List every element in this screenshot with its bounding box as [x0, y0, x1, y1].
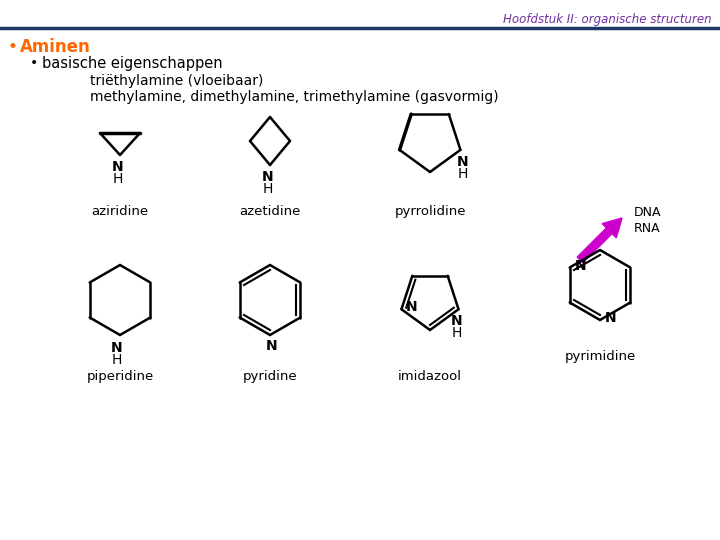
Text: methylamine, dimethylamine, trimethylamine (gasvormig): methylamine, dimethylamine, trimethylami…: [90, 90, 499, 104]
Text: pyridine: pyridine: [243, 370, 297, 383]
Text: Hoofdstuk II: organische structuren: Hoofdstuk II: organische structuren: [503, 13, 712, 26]
Text: N: N: [575, 259, 587, 273]
Text: H: H: [112, 353, 122, 367]
Text: N: N: [456, 155, 468, 169]
Text: H: H: [263, 182, 273, 196]
Text: Aminen: Aminen: [20, 38, 91, 56]
Text: piperidine: piperidine: [86, 370, 153, 383]
Text: H: H: [457, 167, 467, 181]
Text: N: N: [111, 341, 123, 355]
Text: N: N: [451, 314, 462, 328]
Text: aziridine: aziridine: [91, 205, 148, 218]
Text: N: N: [262, 170, 274, 184]
Text: RNA: RNA: [634, 221, 661, 234]
Text: pyrrolidine: pyrrolidine: [395, 205, 466, 218]
Text: •: •: [30, 56, 38, 70]
Text: H: H: [451, 326, 462, 340]
Text: N: N: [405, 300, 418, 314]
FancyArrow shape: [577, 218, 622, 263]
Text: basische eigenschappen: basische eigenschappen: [42, 56, 222, 71]
Text: pyrimidine: pyrimidine: [564, 350, 636, 363]
Text: H: H: [113, 172, 123, 186]
Text: imidazool: imidazool: [398, 370, 462, 383]
Text: N: N: [266, 339, 278, 353]
Text: triëthylamine (vloeibaar): triëthylamine (vloeibaar): [90, 74, 264, 88]
Text: N: N: [112, 160, 124, 174]
Text: N: N: [606, 311, 617, 325]
Text: •: •: [8, 38, 18, 56]
Text: DNA: DNA: [634, 206, 662, 219]
Text: azetidine: azetidine: [239, 205, 301, 218]
